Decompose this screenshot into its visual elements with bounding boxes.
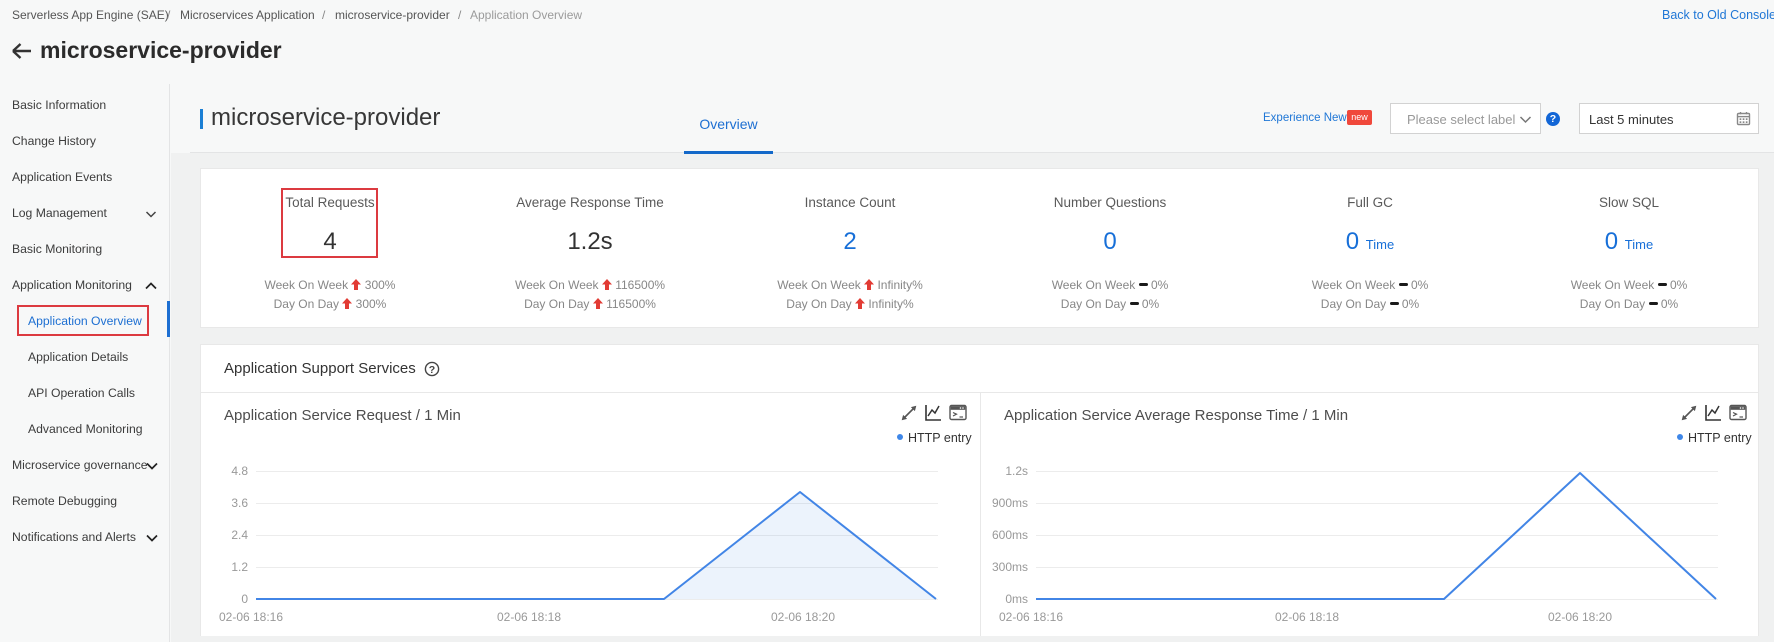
svg-text:?: ? (429, 364, 435, 376)
